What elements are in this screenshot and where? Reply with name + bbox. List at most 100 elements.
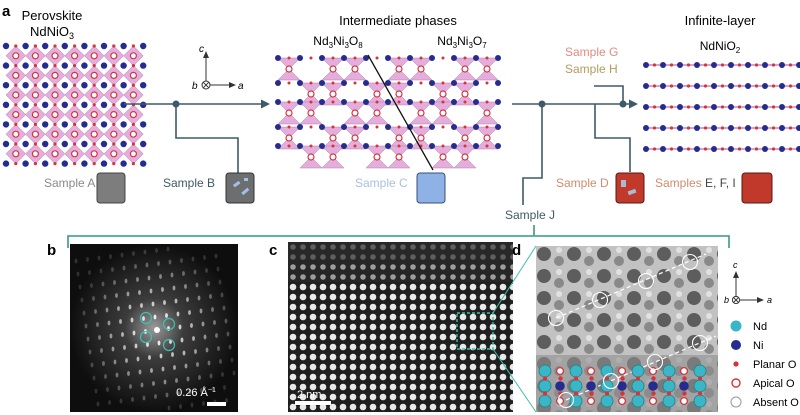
planar-o-atom	[441, 144, 445, 148]
fft-spot	[211, 307, 214, 312]
planar-o-atom	[686, 126, 691, 130]
arrow-to-infinite-layer	[629, 99, 638, 109]
apical-o-atom	[51, 52, 59, 60]
planar-o-atom	[92, 162, 96, 166]
fft-spot	[80, 297, 84, 303]
fft-spot	[106, 387, 109, 392]
phase-boundary-line	[367, 54, 434, 171]
fft-spot	[180, 337, 184, 343]
apical-o-atom	[90, 91, 98, 99]
planar-o-atom	[92, 44, 96, 48]
ni-atom	[22, 140, 29, 148]
sample-j-bracket	[67, 225, 730, 248]
fft-spot	[163, 300, 166, 305]
fft-spot	[90, 362, 94, 368]
ni-atom	[385, 124, 391, 130]
planar-o-atom	[441, 81, 445, 85]
apical-o-atom	[129, 71, 137, 80]
ni-atom	[42, 42, 49, 50]
fft-spot	[186, 376, 190, 382]
apical-o-atom	[417, 65, 425, 73]
nd-atom	[600, 394, 614, 408]
fft-spot	[113, 280, 116, 285]
fft-spot	[190, 402, 194, 408]
planar-o-atom	[331, 144, 335, 148]
apical-o-atom	[70, 91, 79, 99]
apical-o-atom	[439, 153, 447, 161]
axis-d-b-label: b	[724, 295, 729, 305]
fft-spot	[94, 388, 98, 394]
ni-atom	[643, 62, 649, 68]
planar-o-atom	[353, 81, 357, 85]
apical-o-atom	[351, 134, 359, 142]
intermediate-structure	[275, 55, 501, 169]
fft-spot	[122, 265, 126, 271]
fft-spot	[209, 294, 212, 299]
apical-o-atom	[12, 110, 20, 119]
apical-o-atom	[679, 396, 689, 406]
ni-atom	[297, 143, 303, 149]
fft-spot	[219, 359, 222, 364]
planar-o-atom	[720, 84, 725, 88]
planar-o-atom	[754, 84, 759, 88]
fft-spot	[221, 372, 224, 377]
fft-spot	[84, 323, 88, 329]
fft-spot	[161, 366, 165, 372]
ni-atom	[617, 381, 627, 391]
axis-d-a-label: a	[767, 295, 772, 305]
fft-spot	[123, 345, 126, 350]
fft-spot	[167, 326, 170, 331]
ni-atom	[779, 83, 785, 89]
apical-o-atom	[461, 65, 469, 73]
planar-o-atom	[463, 56, 467, 60]
apical-o-atom	[555, 396, 565, 406]
planar-o-atom	[33, 122, 38, 126]
ni-atom	[677, 62, 683, 68]
apical-o-atom	[110, 71, 118, 80]
ni-atom	[42, 62, 49, 69]
legend-nd-marker	[730, 320, 742, 332]
fft-spot	[111, 346, 115, 352]
panel-label-b: b	[47, 242, 56, 259]
fft-spot	[154, 394, 157, 399]
ni-atom	[796, 83, 800, 89]
fft-spot	[104, 374, 107, 379]
ni-atom	[140, 140, 147, 148]
legend-planar-o-marker	[733, 361, 739, 367]
fft-spot	[94, 309, 97, 314]
ni-atom	[22, 121, 29, 128]
apical-o-atom	[51, 150, 59, 158]
square-pyramid	[475, 68, 499, 81]
planar-o-atom	[33, 162, 38, 166]
fft-spot	[147, 275, 151, 281]
ni-atom	[451, 55, 457, 61]
ni-atom	[61, 140, 68, 148]
absent-o-site	[646, 353, 664, 371]
ni-atom	[745, 146, 751, 152]
ni-atom	[728, 125, 734, 131]
apical-o-atom	[70, 150, 79, 158]
ni-atom	[779, 146, 785, 152]
apical-o-atom	[31, 110, 40, 119]
panel-label-a: a	[2, 3, 11, 20]
fft-spot	[100, 348, 103, 353]
fft-spot	[92, 375, 96, 381]
fft-spot	[172, 285, 176, 291]
fft-spot	[103, 294, 107, 300]
ni-atom	[779, 125, 785, 131]
fft-spot	[203, 255, 206, 260]
sample-a-label: Sample A	[44, 176, 95, 190]
fft-spot	[125, 358, 128, 363]
sample-a-swatch	[96, 172, 126, 204]
planar-o-atom	[754, 63, 759, 67]
planar-o-atom	[331, 81, 335, 85]
fft-spot	[132, 251, 135, 256]
fft-spot	[165, 313, 168, 318]
planar-o-atom	[788, 63, 793, 67]
planar-o-atom	[375, 125, 379, 129]
axis-indicator-a: c b a	[192, 44, 244, 92]
planar-o-atom	[287, 56, 291, 60]
apical-o-atom	[129, 91, 137, 99]
planar-o-atom	[771, 63, 776, 67]
planar-o-atom	[112, 162, 116, 166]
